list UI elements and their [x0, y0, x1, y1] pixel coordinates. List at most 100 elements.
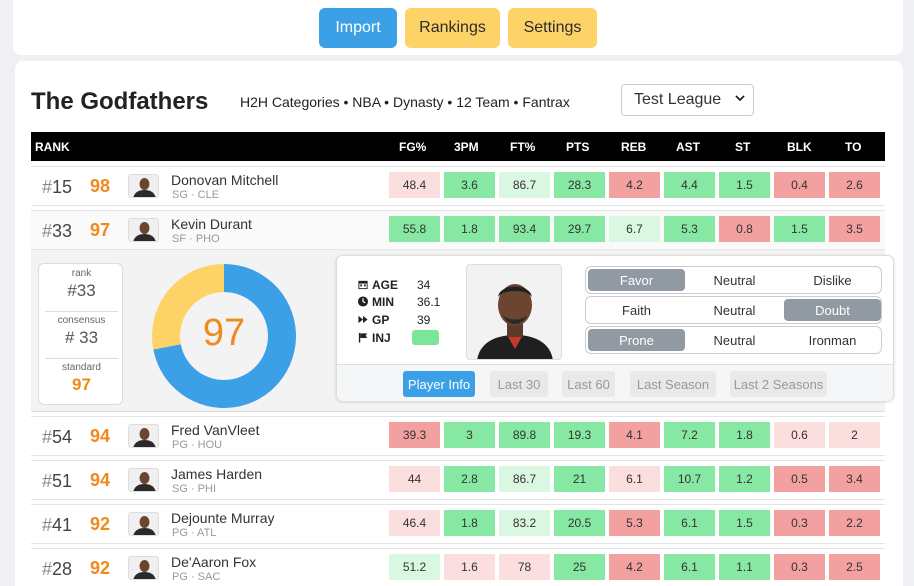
- stat-cell-pts: 29.7: [554, 216, 605, 242]
- league-info: H2H Categories • NBA • Dynasty • 12 Team…: [240, 94, 570, 110]
- stat-cell-reb: 6.7: [609, 216, 660, 242]
- import-button[interactable]: Import: [319, 8, 397, 48]
- rank-number: 54: [52, 427, 73, 447]
- column-header-fg: FG%: [399, 140, 427, 154]
- faith-toggle: Faith Neutral Doubt: [585, 296, 882, 324]
- player-rank: #51: [42, 471, 72, 492]
- chevron-down-icon: [735, 95, 745, 102]
- player-row-fred-vanvleet[interactable]: #54 94 Fred VanVleet PG · HOU 39.3 3 89.8 19.3 4…: [31, 416, 885, 456]
- toggle-option-faith[interactable]: Faith: [622, 302, 651, 318]
- stat-cell-blk: 0.5: [774, 466, 825, 492]
- player-avatar: [128, 468, 159, 492]
- donut-remainder-segment: [152, 264, 224, 350]
- stat-cell-blk: 0.6: [774, 422, 825, 448]
- player-rank: #33: [42, 221, 72, 242]
- toggle-option-neutral[interactable]: Neutral: [713, 302, 756, 318]
- rank-number: 28: [52, 559, 73, 579]
- player-score: 94: [90, 426, 111, 446]
- stat-cell-st: 1.2: [719, 466, 770, 492]
- player-avatar: [128, 424, 159, 448]
- player-row-donovan-mitchell[interactable]: #15 98 Donovan Mitchell SG · CLE 48.4 3.6 86.7…: [31, 166, 885, 206]
- stat-cell-pts: 20.5: [554, 510, 605, 536]
- stat-cell-blk: 0.3: [774, 554, 825, 580]
- player-row-de-aaron-fox[interactable]: #28 92 De'Aaron Fox PG · SAC 51.2 1.6 78 25 4.2 6…: [31, 548, 885, 586]
- rank-hash: #: [42, 515, 53, 535]
- toggle-option-dislike[interactable]: Dislike: [813, 272, 852, 288]
- rank-hash: #: [42, 559, 53, 579]
- stat-cell-fg-: 55.8: [389, 216, 440, 242]
- stat-cell-pts: 19.3: [554, 422, 605, 448]
- rank-block: rank #33: [39, 268, 124, 301]
- column-header-reb: REB: [621, 140, 647, 154]
- tab-last-30[interactable]: Last 30: [490, 371, 548, 397]
- player-position-team: PG · SAC: [172, 571, 221, 583]
- stat-cell-to: 2.2: [829, 510, 880, 536]
- player-position-team: SF · PHO: [172, 233, 220, 245]
- toggle-option-neutral[interactable]: Neutral: [713, 332, 756, 348]
- divider: [45, 311, 118, 312]
- player-name[interactable]: Dejounte Murray: [171, 510, 275, 526]
- stat-cell-reb: 4.2: [609, 554, 660, 580]
- player-score: 92: [90, 558, 111, 578]
- player-photo: [466, 264, 562, 360]
- league-select-value: Test League: [634, 91, 722, 108]
- stat-cell-to: 3.4: [829, 466, 880, 492]
- player-rank: #28: [42, 559, 72, 580]
- toggle-option-doubt[interactable]: Doubt: [784, 299, 881, 321]
- info-row-inj: INJ: [357, 330, 404, 345]
- column-header-rank: RANK: [35, 140, 70, 154]
- detail-tab-bar: Player Info Last 30 Last 60 Last Season …: [337, 364, 893, 401]
- stat-cell-ft-: 93.4: [499, 216, 550, 242]
- tab-last-60[interactable]: Last 60: [562, 371, 615, 397]
- tab-player-info[interactable]: Player Info: [403, 371, 475, 397]
- info-row-gp: GP: [357, 312, 404, 327]
- stat-cell-3pm: 1.6: [444, 554, 495, 580]
- rank-number: 33: [52, 221, 73, 241]
- info-value-age: 34: [417, 278, 431, 292]
- stat-cell-pts: 25: [554, 554, 605, 580]
- favor-toggle: Favor Neutral Dislike: [585, 266, 882, 294]
- toggle-option-prone[interactable]: Prone: [588, 329, 685, 351]
- stat-cell-3pm: 3.6: [444, 172, 495, 198]
- stat-cell-pts: 21: [554, 466, 605, 492]
- stat-cell-fg-: 46.4: [389, 510, 440, 536]
- consensus-block: consensus # 33: [39, 315, 124, 348]
- settings-button[interactable]: Settings: [508, 8, 597, 48]
- player-name[interactable]: James Harden: [171, 466, 263, 482]
- rank-number: 15: [52, 177, 73, 197]
- team-title: The Godfathers: [31, 88, 209, 115]
- player-row-dejounte-murray[interactable]: #41 92 Dejounte Murray PG · ATL 46.4 1.8 83.2 2…: [31, 504, 885, 544]
- top-nav-bar: Import Rankings Settings: [13, 0, 903, 55]
- stat-cell-ft-: 86.7: [499, 466, 550, 492]
- stat-cell-fg-: 51.2: [389, 554, 440, 580]
- column-header-pts: PTS: [566, 140, 590, 154]
- tab-last-season[interactable]: Last Season: [630, 371, 716, 397]
- stat-cell-st: 0.8: [719, 216, 770, 242]
- stat-cell-to: 2.5: [829, 554, 880, 580]
- player-score: 97: [90, 220, 111, 240]
- consensus-value: # 33: [64, 328, 99, 347]
- injury-status-pill: [412, 330, 439, 345]
- toggle-option-neutral[interactable]: Neutral: [713, 272, 756, 288]
- rankings-button[interactable]: Rankings: [405, 8, 500, 48]
- toggle-option-favor[interactable]: Favor: [588, 269, 685, 291]
- info-value-min: 36.1: [417, 295, 441, 309]
- player-name[interactable]: De'Aaron Fox: [171, 554, 257, 570]
- league-select[interactable]: Test League: [621, 84, 754, 116]
- stat-cell-pts: 28.3: [554, 172, 605, 198]
- player-score: 98: [90, 176, 111, 196]
- column-header-to: TO: [845, 140, 862, 154]
- player-row-james-harden[interactable]: #51 94 James Harden SG · PHI 44 2.8 86.7 21 6.1 1…: [31, 460, 885, 500]
- player-name[interactable]: Kevin Durant: [171, 216, 252, 232]
- tab-last-2-seasons[interactable]: Last 2 Seasons: [730, 371, 827, 397]
- toggle-option-ironman[interactable]: Ironman: [808, 332, 857, 348]
- player-name[interactable]: Fred VanVleet: [171, 422, 260, 438]
- info-key-min: MIN: [372, 294, 394, 309]
- player-position-team: SG · CLE: [172, 189, 220, 201]
- standard-label: standard: [62, 362, 101, 373]
- player-row-kevin-durant[interactable]: #33 97 Kevin Durant SF · PHO 55.8 1.8 93.4 29.7…: [31, 210, 885, 250]
- info-key-gp: GP: [372, 312, 390, 327]
- player-name[interactable]: Donovan Mitchell: [171, 172, 279, 188]
- clock-icon: [357, 296, 369, 307]
- player-rank: #41: [42, 515, 72, 536]
